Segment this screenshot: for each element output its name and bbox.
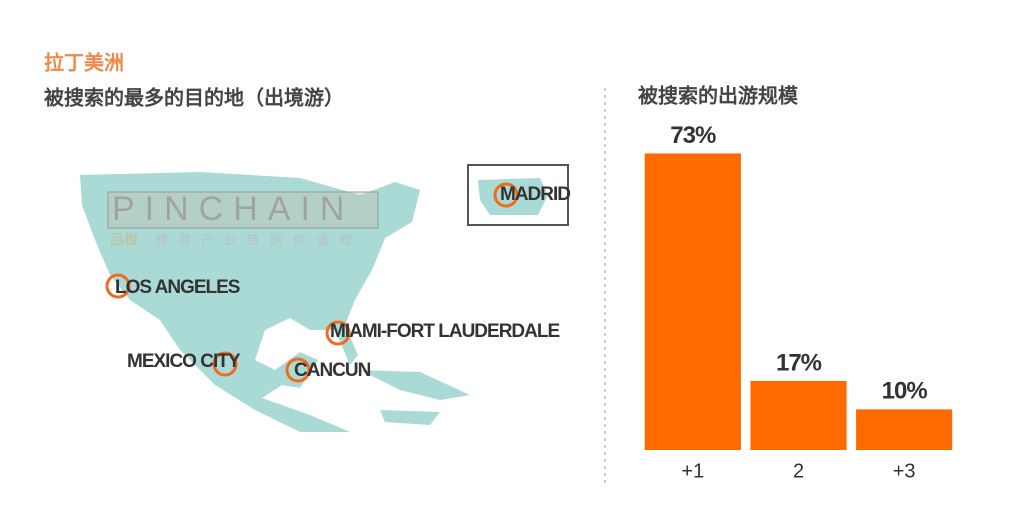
map: PINCHAIN 品橙 旅游产业链的价值观 LOS ANGELES MEXICO… <box>80 164 571 432</box>
x-tick-label: +1 <box>681 460 704 482</box>
islands <box>360 370 470 425</box>
city-marker <box>493 182 519 208</box>
watermark-tagline: 旅游产业链的价值观 <box>155 232 362 247</box>
value-label: 10% <box>882 378 928 405</box>
map-title: 被搜索的最多的目的地（出境游） <box>44 85 344 109</box>
city-label: MEXICO CITY <box>127 351 241 372</box>
chart-title: 被搜索的出游规模 <box>638 83 799 107</box>
city-label: MADRID <box>500 184 570 205</box>
x-tick-label: +3 <box>893 460 916 482</box>
city-marker <box>212 351 238 377</box>
watermark-logo: 品橙 <box>110 232 138 248</box>
value-label: 17% <box>776 349 822 376</box>
spain <box>478 178 548 215</box>
city-label: MIAMI-FORT LAUDERDALE <box>330 321 559 342</box>
watermark-brand: PINCHAIN <box>112 190 354 228</box>
region-label: 拉丁美洲 <box>44 50 124 74</box>
x-tick-label: 2 <box>793 460 804 482</box>
watermark-box <box>107 191 379 229</box>
city-label: CANCUN <box>294 360 371 381</box>
city-label: LOS ANGELES <box>115 277 240 298</box>
value-label: 73% <box>670 122 716 149</box>
city-marker <box>105 273 131 299</box>
bar <box>750 380 847 450</box>
bar <box>644 153 741 450</box>
city-marker <box>325 320 351 346</box>
land <box>80 172 420 432</box>
city-marker <box>285 357 311 383</box>
bar <box>856 409 953 450</box>
